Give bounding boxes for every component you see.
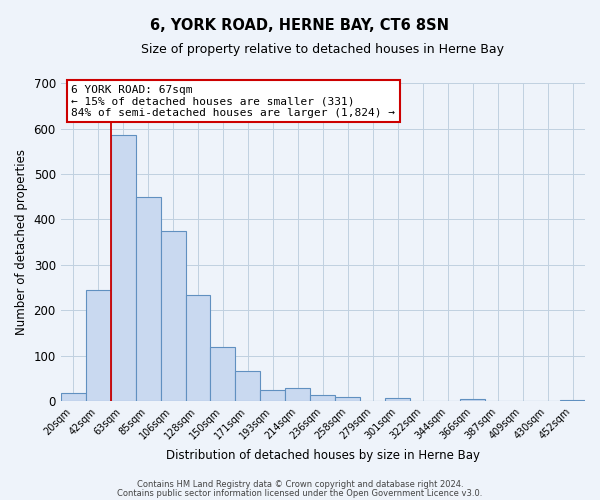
X-axis label: Distribution of detached houses by size in Herne Bay: Distribution of detached houses by size … xyxy=(166,450,480,462)
Bar xyxy=(460,399,485,402)
Bar xyxy=(260,390,286,402)
Bar xyxy=(110,136,136,402)
Bar xyxy=(61,393,86,402)
Bar xyxy=(286,388,310,402)
Bar xyxy=(86,290,110,402)
Bar xyxy=(161,231,185,402)
Bar xyxy=(560,400,585,402)
Y-axis label: Number of detached properties: Number of detached properties xyxy=(15,149,28,335)
Bar xyxy=(211,347,235,402)
Text: 6 YORK ROAD: 67sqm
← 15% of detached houses are smaller (331)
84% of semi-detach: 6 YORK ROAD: 67sqm ← 15% of detached hou… xyxy=(71,84,395,118)
Text: Contains public sector information licensed under the Open Government Licence v3: Contains public sector information licen… xyxy=(118,488,482,498)
Text: Contains HM Land Registry data © Crown copyright and database right 2024.: Contains HM Land Registry data © Crown c… xyxy=(137,480,463,489)
Title: Size of property relative to detached houses in Herne Bay: Size of property relative to detached ho… xyxy=(142,42,505,56)
Text: 6, YORK ROAD, HERNE BAY, CT6 8SN: 6, YORK ROAD, HERNE BAY, CT6 8SN xyxy=(151,18,449,32)
Bar xyxy=(136,196,161,402)
Bar xyxy=(310,394,335,402)
Bar xyxy=(335,397,360,402)
Bar xyxy=(235,371,260,402)
Bar xyxy=(385,398,410,402)
Bar xyxy=(185,294,211,402)
